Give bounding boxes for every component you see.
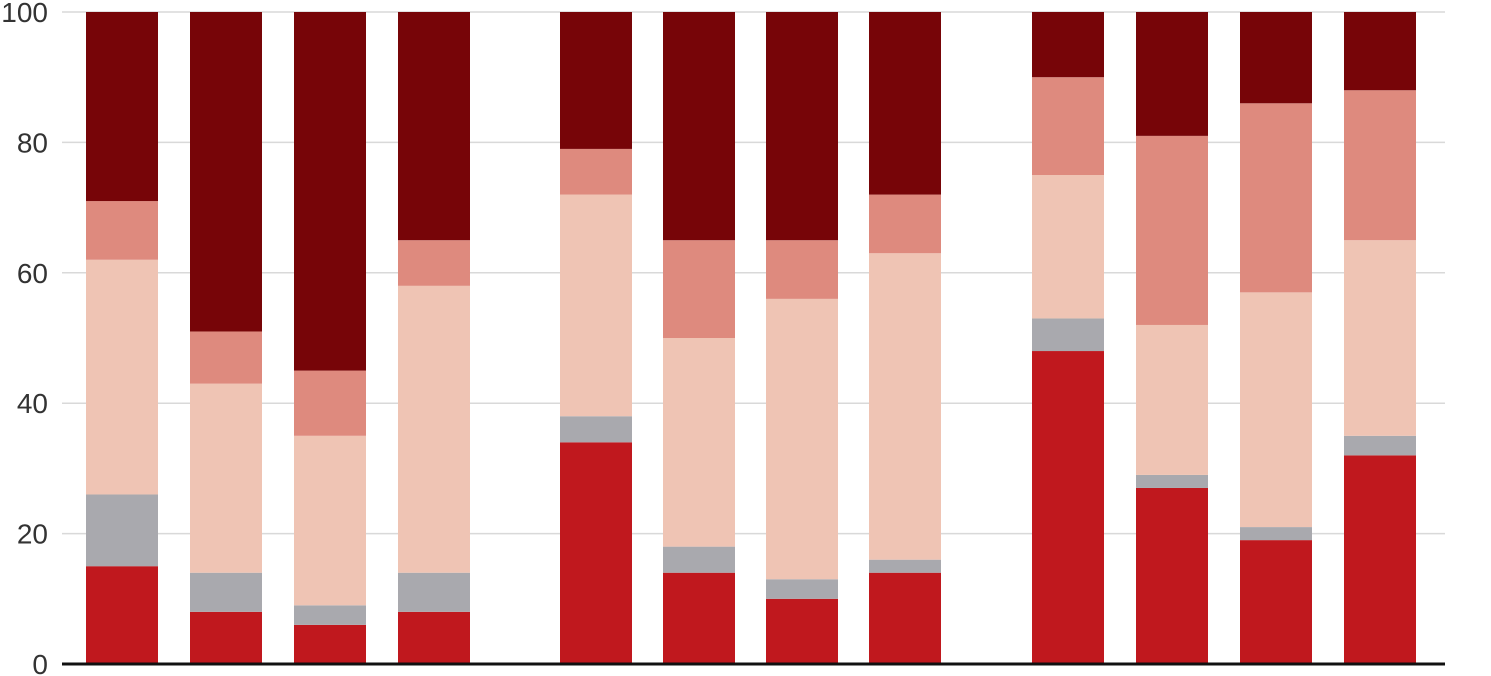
stacked-bar	[1136, 12, 1208, 664]
bar-segment	[663, 240, 735, 338]
bar-segment	[663, 12, 735, 241]
bar-segment	[1240, 540, 1312, 664]
bar-segment	[1136, 487, 1208, 664]
bar-segment	[190, 572, 262, 612]
bar-segment	[190, 611, 262, 664]
stacked-bar	[560, 12, 632, 664]
stacked-bar	[294, 12, 366, 664]
y-tick-label: 80	[17, 127, 48, 158]
y-tick-label: 20	[17, 519, 48, 550]
bar-segment	[560, 442, 632, 664]
bar-segment	[663, 338, 735, 547]
bar-segment	[1344, 90, 1416, 241]
stacked-bar	[190, 12, 262, 664]
bar-segment	[1240, 527, 1312, 541]
bars	[86, 12, 1416, 664]
bar-segment	[1032, 77, 1104, 175]
bar-segment	[663, 572, 735, 664]
bar-segment	[869, 12, 941, 195]
bar-segment	[294, 370, 366, 436]
bar-segment	[398, 285, 470, 573]
bar-segment	[766, 12, 838, 241]
stacked-bar	[1032, 12, 1104, 664]
bar-segment	[86, 201, 158, 260]
bar-segment	[294, 12, 366, 371]
bar-segment	[1344, 455, 1416, 664]
bar-segment	[1344, 240, 1416, 436]
gridlines	[62, 11, 1445, 535]
y-tick-label: 40	[17, 388, 48, 419]
bar-segment	[1344, 12, 1416, 91]
bar-segment	[294, 624, 366, 664]
y-tick-label: 100	[1, 0, 48, 28]
bar-segment	[1032, 318, 1104, 352]
bar-segment	[869, 559, 941, 573]
stacked-bar	[869, 12, 941, 664]
bar-segment	[398, 12, 470, 241]
bar-segment	[190, 12, 262, 332]
bar-segment	[294, 435, 366, 606]
stacked-bar	[398, 12, 470, 664]
bar-segment	[1344, 435, 1416, 456]
bar-segment	[86, 494, 158, 567]
y-tick-label: 0	[32, 649, 48, 676]
bar-segment	[294, 605, 366, 625]
bar-segment	[190, 331, 262, 384]
bar-segment	[766, 240, 838, 299]
bar-segment	[869, 253, 941, 560]
bar-segment	[1240, 292, 1312, 528]
bar-segment	[1032, 12, 1104, 78]
bar-segment	[560, 194, 632, 417]
bar-segment	[190, 383, 262, 573]
bar-segment	[869, 194, 941, 254]
bar-segment	[869, 572, 941, 664]
bar-segment	[1240, 12, 1312, 104]
bar-segment	[560, 148, 632, 195]
bar-segment	[1136, 135, 1208, 325]
bar-segment	[398, 572, 470, 612]
stacked-bar	[86, 12, 158, 664]
bar-segment	[766, 298, 838, 580]
bar-segment	[560, 12, 632, 149]
bar-segment	[1136, 474, 1208, 488]
bar-segment	[86, 12, 158, 202]
stacked-bar	[663, 12, 735, 664]
stacked-bar	[766, 12, 838, 664]
stacked-bar	[1240, 12, 1312, 664]
bar-segment	[1240, 103, 1312, 293]
bar-segment	[1136, 12, 1208, 136]
bar-segment	[1136, 324, 1208, 475]
stacked-bar	[1344, 12, 1416, 664]
bar-segment	[560, 416, 632, 443]
bar-segment	[1032, 351, 1104, 664]
bar-segment	[766, 598, 838, 664]
bar-segment	[1032, 175, 1104, 319]
bar-segment	[86, 259, 158, 495]
bar-segment	[398, 611, 470, 664]
bar-segment	[398, 240, 470, 286]
bar-segment	[86, 566, 158, 664]
y-tick-label: 60	[17, 258, 48, 289]
bar-segment	[663, 546, 735, 573]
y-axis: 0 20 40 60 80 100	[1, 0, 1445, 676]
bar-segment	[766, 579, 838, 599]
